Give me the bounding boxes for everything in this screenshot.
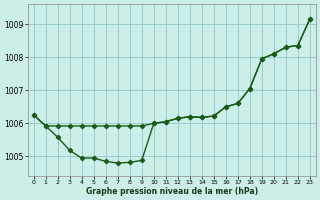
X-axis label: Graphe pression niveau de la mer (hPa): Graphe pression niveau de la mer (hPa) [86, 187, 258, 196]
